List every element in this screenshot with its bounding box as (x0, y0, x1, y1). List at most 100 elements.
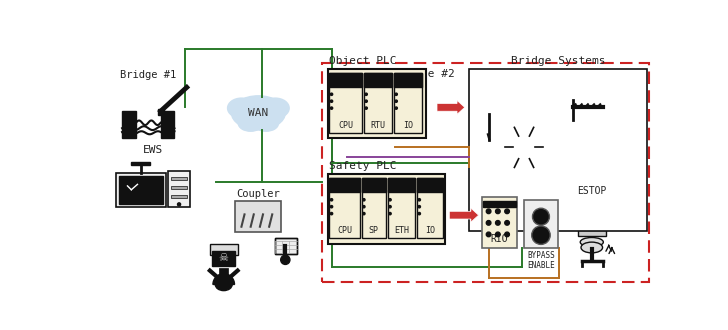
Text: ETH: ETH (394, 226, 409, 235)
Circle shape (331, 206, 333, 208)
Text: Coupler: Coupler (237, 189, 280, 199)
Text: IO: IO (403, 121, 413, 130)
Circle shape (331, 107, 333, 109)
Bar (578, 230, 606, 236)
Bar (364, 73, 392, 133)
Circle shape (331, 100, 333, 102)
Text: SP: SP (369, 226, 379, 235)
Circle shape (389, 199, 391, 201)
Text: CPU: CPU (338, 121, 353, 130)
Circle shape (486, 220, 491, 225)
Text: RIO: RIO (491, 234, 508, 244)
Text: ☠: ☠ (218, 253, 229, 263)
FancyBboxPatch shape (275, 238, 297, 254)
Circle shape (395, 93, 397, 95)
Text: IO: IO (425, 226, 435, 235)
Circle shape (389, 213, 391, 215)
Circle shape (281, 255, 290, 264)
Ellipse shape (261, 98, 289, 118)
Bar (394, 73, 422, 86)
Circle shape (363, 206, 365, 208)
Bar (486, 100, 509, 114)
Bar (329, 73, 362, 133)
FancyBboxPatch shape (210, 245, 237, 255)
Bar (171, 186, 187, 189)
FancyBboxPatch shape (212, 250, 235, 266)
Ellipse shape (505, 124, 543, 171)
Circle shape (532, 208, 550, 225)
Bar (417, 178, 443, 192)
Bar (171, 177, 187, 180)
Bar (161, 111, 175, 138)
Circle shape (496, 209, 500, 214)
Bar (157, 109, 164, 115)
Bar (362, 178, 386, 192)
Bar (131, 162, 150, 165)
Circle shape (418, 199, 421, 201)
Circle shape (502, 102, 513, 113)
Bar (364, 73, 392, 86)
Bar (483, 201, 515, 207)
Ellipse shape (580, 238, 604, 247)
Circle shape (331, 213, 333, 215)
Circle shape (365, 93, 368, 95)
Circle shape (496, 232, 500, 237)
Ellipse shape (228, 98, 256, 118)
Bar (329, 178, 360, 192)
Bar (482, 197, 517, 248)
Ellipse shape (254, 116, 278, 131)
Bar (417, 178, 443, 238)
Text: Safety PLC: Safety PLC (329, 161, 397, 171)
Ellipse shape (513, 134, 535, 160)
Bar (329, 178, 360, 238)
Text: CPU: CPU (337, 226, 352, 235)
Text: RTU: RTU (371, 121, 385, 130)
Circle shape (418, 213, 421, 215)
Ellipse shape (215, 278, 232, 291)
Text: Object PLC: Object PLC (329, 56, 397, 66)
Text: Bridge #2: Bridge #2 (394, 69, 454, 79)
Bar (122, 111, 136, 138)
Bar (329, 73, 362, 86)
Bar (323, 63, 649, 282)
Circle shape (418, 206, 421, 208)
Circle shape (395, 107, 397, 109)
Ellipse shape (581, 242, 603, 253)
Bar (171, 195, 187, 198)
Bar (388, 178, 416, 192)
Text: WAN: WAN (248, 108, 269, 118)
Bar (569, 92, 577, 100)
FancyBboxPatch shape (116, 173, 166, 208)
Circle shape (365, 100, 368, 102)
Circle shape (331, 199, 333, 201)
Circle shape (395, 100, 397, 102)
FancyArrow shape (437, 100, 464, 114)
Text: BYPASS
ENABLE: BYPASS ENABLE (527, 250, 555, 270)
Bar (388, 178, 416, 238)
Text: EWS: EWS (143, 145, 163, 155)
Circle shape (363, 199, 365, 201)
FancyBboxPatch shape (235, 201, 282, 232)
Circle shape (389, 206, 391, 208)
Circle shape (178, 203, 181, 206)
Circle shape (486, 209, 491, 214)
Circle shape (505, 232, 510, 237)
Circle shape (365, 107, 368, 109)
Bar (328, 174, 445, 244)
Circle shape (496, 220, 500, 225)
Text: ESTOP: ESTOP (577, 186, 606, 196)
Circle shape (486, 232, 491, 237)
Bar (524, 200, 558, 248)
Bar (362, 178, 386, 238)
Bar (394, 73, 422, 133)
FancyArrow shape (449, 208, 478, 222)
Wedge shape (213, 274, 234, 284)
Bar (469, 69, 647, 231)
Ellipse shape (232, 96, 285, 130)
Circle shape (331, 93, 333, 95)
Bar (328, 69, 426, 138)
Text: Bridge Systems: Bridge Systems (510, 56, 605, 66)
Bar (119, 176, 163, 204)
Circle shape (363, 213, 365, 215)
Circle shape (505, 209, 510, 214)
